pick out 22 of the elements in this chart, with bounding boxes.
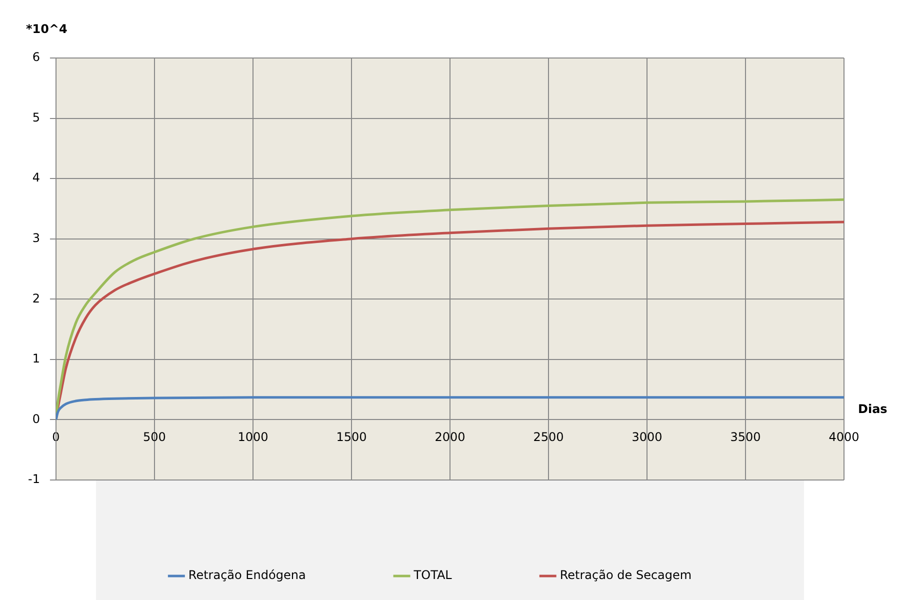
y-tick-label: 6 xyxy=(32,50,40,64)
y-tick-label: 0 xyxy=(32,412,40,426)
y-tick-label: -1 xyxy=(28,472,40,486)
x-tick-label: 1500 xyxy=(336,430,367,444)
x-tick-label: 3000 xyxy=(632,430,662,444)
legend-label: Retração de Secagem xyxy=(560,568,692,582)
line-series xyxy=(56,396,844,421)
y-tick-label: 5 xyxy=(32,110,40,124)
legend-label: Retração Endógena xyxy=(188,568,306,582)
y-tick-label: 2 xyxy=(32,291,40,306)
x-tick-label: 2500 xyxy=(533,430,564,444)
legend-label: TOTAL xyxy=(412,568,452,582)
x-tick-label: 500 xyxy=(143,430,166,444)
y-tick-label: 3 xyxy=(32,230,40,245)
x-tick-label: 1000 xyxy=(238,430,268,444)
x-tick-label: 4000 xyxy=(828,430,860,444)
y-axis-title: *10^4 xyxy=(26,22,68,36)
x-tick-label: 2000 xyxy=(434,430,466,444)
x-axis-title: Dias xyxy=(858,402,888,416)
y-tick-label: 1 xyxy=(32,352,40,366)
y-tick-label: 4 xyxy=(32,170,40,185)
x-tick-label: 3500 xyxy=(730,430,761,444)
